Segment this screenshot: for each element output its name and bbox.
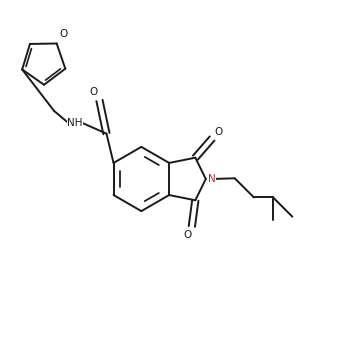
Text: N: N xyxy=(208,174,215,184)
Text: O: O xyxy=(184,230,192,240)
Text: O: O xyxy=(59,29,68,39)
Text: O: O xyxy=(90,87,98,97)
Text: O: O xyxy=(215,127,223,137)
Text: NH: NH xyxy=(67,118,83,128)
